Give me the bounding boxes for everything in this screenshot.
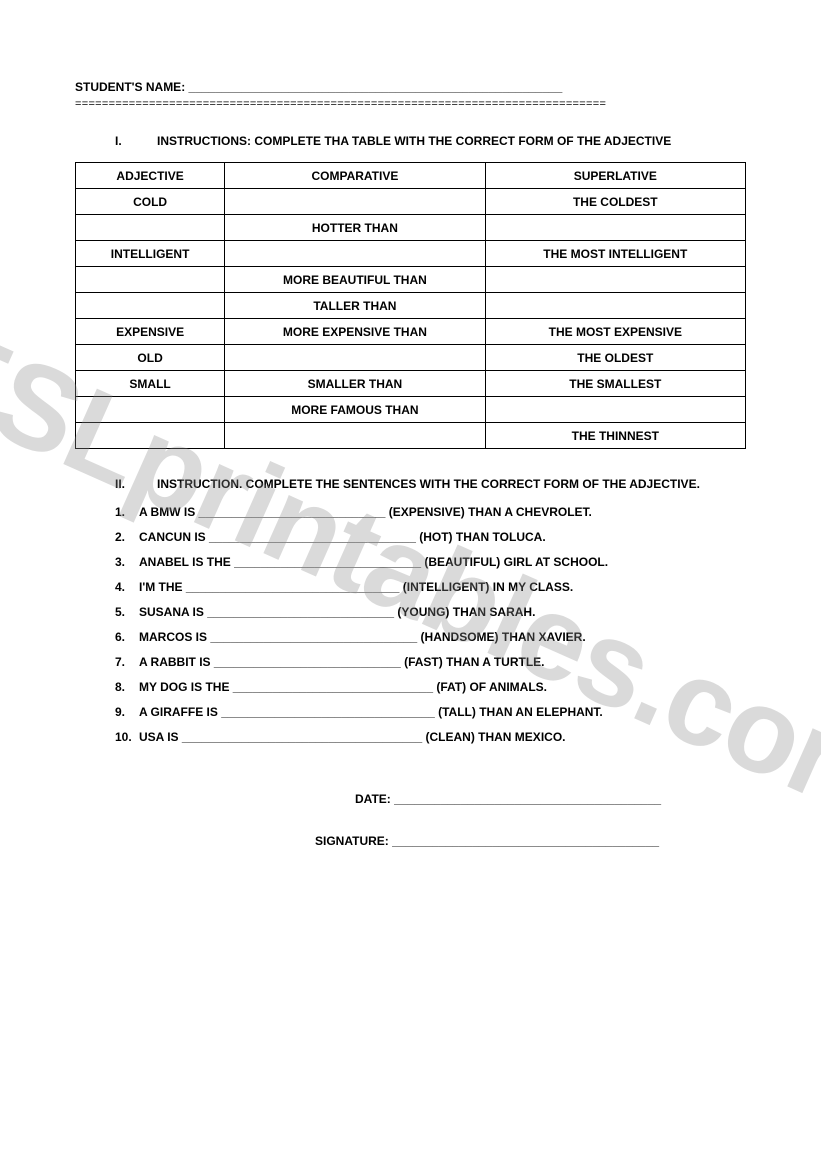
table-cell: EXPENSIVE <box>76 319 225 345</box>
table-cell: COLD <box>76 189 225 215</box>
sentence-text: USA IS _________________________________… <box>139 730 746 744</box>
table-row: SMALLSMALLER THANTHE SMALLEST <box>76 371 746 397</box>
table-cell: THE THINNEST <box>485 423 745 449</box>
sentence-number: 10. <box>115 730 139 744</box>
table-cell <box>485 267 745 293</box>
sentence-number: 7. <box>115 655 139 669</box>
sentence-text: A GIRAFFE IS ___________________________… <box>139 705 746 719</box>
table-row: THE THINNEST <box>76 423 746 449</box>
table-cell <box>76 397 225 423</box>
sentence-number: 8. <box>115 680 139 694</box>
table-row: HOTTER THAN <box>76 215 746 241</box>
sentence-number: 1. <box>115 505 139 519</box>
sentence-number: 4. <box>115 580 139 594</box>
sentence-number: 6. <box>115 630 139 644</box>
table-row: MORE BEAUTIFUL THAN <box>76 267 746 293</box>
signature-line: SIGNATURE: _____________________________… <box>75 834 746 848</box>
divider-line: ========================================… <box>75 98 746 110</box>
table-cell <box>485 215 745 241</box>
sentence-text: A RABBIT IS ____________________________… <box>139 655 746 669</box>
sentence-item: 10.USA IS ______________________________… <box>115 730 746 744</box>
table-cell <box>225 345 485 371</box>
sentence-item: 5.SUSANA IS ____________________________… <box>115 605 746 619</box>
table-cell <box>225 241 485 267</box>
col-superlative: SUPERLATIVE <box>485 163 745 189</box>
table-cell <box>485 397 745 423</box>
table-cell: OLD <box>76 345 225 371</box>
table-cell <box>76 293 225 319</box>
table-cell <box>76 423 225 449</box>
table-cell <box>225 189 485 215</box>
sentence-text: CANCUN IS ______________________________… <box>139 530 746 544</box>
section-2-title: INSTRUCTION. COMPLETE THE SENTENCES WITH… <box>157 477 746 491</box>
table-cell: MORE BEAUTIFUL THAN <box>225 267 485 293</box>
student-name-line: STUDENT'S NAME: ________________________… <box>75 80 746 94</box>
sentence-item: 7.A RABBIT IS __________________________… <box>115 655 746 669</box>
table-cell: HOTTER THAN <box>225 215 485 241</box>
section-1-num: I. <box>115 134 157 148</box>
table-cell: THE COLDEST <box>485 189 745 215</box>
table-cell <box>76 215 225 241</box>
table-cell <box>485 293 745 319</box>
table-cell: THE OLDEST <box>485 345 745 371</box>
table-cell: MORE EXPENSIVE THAN <box>225 319 485 345</box>
sentence-text: MARCOS IS ______________________________… <box>139 630 746 644</box>
table-row: COLD THE COLDEST <box>76 189 746 215</box>
table-cell <box>225 423 485 449</box>
date-line: DATE: __________________________________… <box>75 792 746 806</box>
table-header-row: ADJECTIVE COMPARATIVE SUPERLATIVE <box>76 163 746 189</box>
sentence-item: 1.A BMW IS ____________________________ … <box>115 505 746 519</box>
section-1-heading: I. INSTRUCTIONS: COMPLETE THA TABLE WITH… <box>75 134 746 148</box>
table-row: OLD THE OLDEST <box>76 345 746 371</box>
table-row: TALLER THAN <box>76 293 746 319</box>
sentence-item: 6.MARCOS IS ____________________________… <box>115 630 746 644</box>
sentence-item: 2.CANCUN IS ____________________________… <box>115 530 746 544</box>
col-comparative: COMPARATIVE <box>225 163 485 189</box>
table-cell: THE MOST EXPENSIVE <box>485 319 745 345</box>
sentence-text: A BMW IS ____________________________ (E… <box>139 505 746 519</box>
table-row: INTELLIGENT THE MOST INTELLIGENT <box>76 241 746 267</box>
table-cell: SMALLER THAN <box>225 371 485 397</box>
sentence-text: ANABEL IS THE __________________________… <box>139 555 746 569</box>
sentence-item: 3.ANABEL IS THE ________________________… <box>115 555 746 569</box>
sentence-number: 2. <box>115 530 139 544</box>
sentence-number: 3. <box>115 555 139 569</box>
table-cell: INTELLIGENT <box>76 241 225 267</box>
sentence-text: SUSANA IS ____________________________ (… <box>139 605 746 619</box>
table-cell: SMALL <box>76 371 225 397</box>
sentence-text: I'M THE ________________________________… <box>139 580 746 594</box>
sentence-item: 8.MY DOG IS THE ________________________… <box>115 680 746 694</box>
table-cell <box>76 267 225 293</box>
adjective-table: ADJECTIVE COMPARATIVE SUPERLATIVE COLD TH… <box>75 162 746 449</box>
sentence-item: 4.I'M THE ______________________________… <box>115 580 746 594</box>
table-row: EXPENSIVEMORE EXPENSIVE THANTHE MOST EXP… <box>76 319 746 345</box>
col-adjective: ADJECTIVE <box>76 163 225 189</box>
table-cell: THE SMALLEST <box>485 371 745 397</box>
sentence-text: MY DOG IS THE __________________________… <box>139 680 746 694</box>
sentence-list: 1.A BMW IS ____________________________ … <box>75 505 746 744</box>
section-1-title: INSTRUCTIONS: COMPLETE THA TABLE WITH TH… <box>157 134 746 148</box>
table-row: MORE FAMOUS THAN <box>76 397 746 423</box>
table-cell: TALLER THAN <box>225 293 485 319</box>
table-cell: THE MOST INTELLIGENT <box>485 241 745 267</box>
sentence-number: 9. <box>115 705 139 719</box>
sentence-item: 9.A GIRAFFE IS _________________________… <box>115 705 746 719</box>
table-cell: MORE FAMOUS THAN <box>225 397 485 423</box>
sentence-number: 5. <box>115 605 139 619</box>
section-2-heading: II. INSTRUCTION. COMPLETE THE SENTENCES … <box>75 477 746 491</box>
section-2-num: II. <box>115 477 157 491</box>
